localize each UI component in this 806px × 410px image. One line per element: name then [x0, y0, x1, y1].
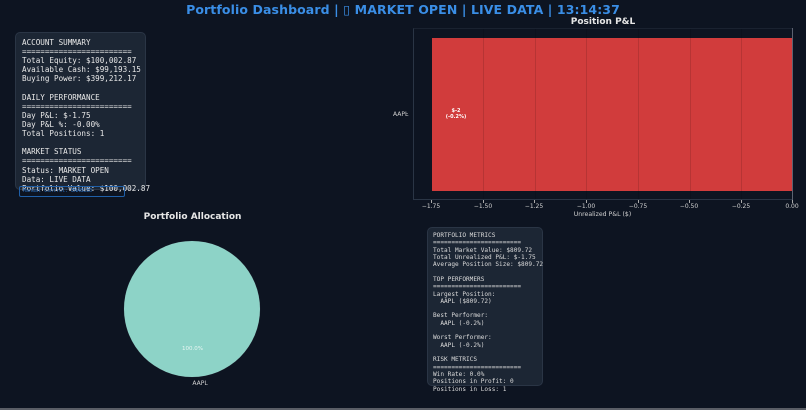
- position-pnl-title: Position P&L: [570, 17, 636, 27]
- xtick-label: −1.50: [473, 203, 493, 210]
- allocation-pie: [123, 240, 261, 378]
- dashboard-title: Portfolio Dashboard | ▯ MARKET OPEN | LI…: [186, 2, 620, 17]
- portfolio-metrics-panel: PORTFOLIO METRICS ======================…: [427, 227, 543, 393]
- xtick-label: −1.00: [576, 203, 596, 210]
- account-summary-panel: ACCOUNT SUMMARY ========================…: [15, 32, 150, 193]
- axes-right-spine: [792, 28, 793, 200]
- xtick-label: −0.25: [731, 203, 751, 210]
- xtick-label: −1.75: [421, 203, 441, 210]
- xtick-label: 0.00: [785, 203, 799, 210]
- x-axis-label: Unrealized P&L ($): [573, 211, 632, 218]
- ytick-mark: -: [406, 110, 409, 117]
- manual-control-toggle[interactable]: Manual Control: ENABLED: [19, 186, 125, 197]
- pnl-bar-label: $-2 (-0.2%): [441, 108, 471, 120]
- xtick-label: −1.25: [524, 203, 544, 210]
- bar-label-pct: (-0.2%): [445, 114, 467, 120]
- xtick-label: −0.50: [679, 203, 699, 210]
- pnl-bar-aapl: [432, 38, 792, 191]
- ytick-aapl: AAPL: [393, 111, 409, 118]
- bottom-border: [0, 408, 806, 410]
- pie-slice-label: AAPL: [192, 380, 208, 387]
- allocation-title: Portfolio Allocation: [143, 212, 242, 222]
- position-pnl-axes: $-2 (-0.2%): [413, 28, 792, 200]
- pie-pct-label: 100.0%: [182, 346, 203, 352]
- bar-label-value: $-2: [451, 108, 461, 114]
- xtick-label: −0.75: [628, 203, 648, 210]
